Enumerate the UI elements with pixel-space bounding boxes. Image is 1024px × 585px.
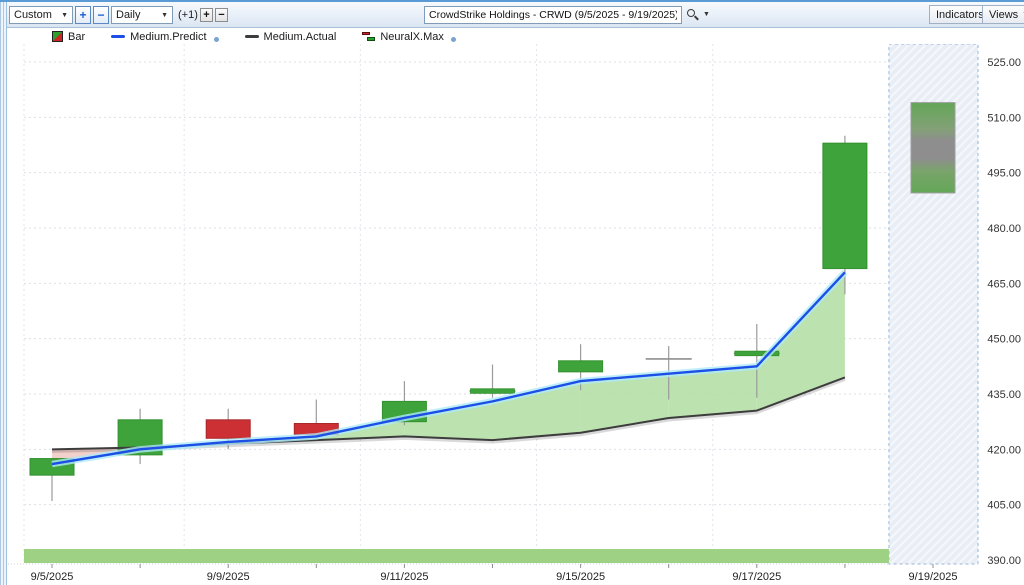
svg-text:9/17/2025: 9/17/2025 bbox=[732, 571, 781, 583]
legend-label: Medium.Predict bbox=[130, 31, 206, 43]
panel-splitter[interactable] bbox=[0, 2, 7, 585]
views-button[interactable]: Views▼ bbox=[982, 5, 1024, 24]
svg-text:480.00: 480.00 bbox=[987, 223, 1021, 235]
remove-bar-button[interactable]: − bbox=[215, 8, 228, 22]
views-button-label: Views bbox=[989, 9, 1018, 21]
range-select[interactable]: Custom ▼ bbox=[9, 6, 73, 24]
neuralx-bars-icon bbox=[362, 32, 375, 42]
chevron-down-icon: ▼ bbox=[61, 12, 68, 19]
actual-line-icon bbox=[245, 35, 259, 38]
period-select[interactable]: Daily ▼ bbox=[111, 6, 173, 24]
chevron-down-icon: ▼ bbox=[161, 12, 168, 19]
legend-label: Medium.Actual bbox=[264, 31, 337, 43]
candle bbox=[470, 364, 516, 397]
candle bbox=[30, 459, 74, 501]
legend-label: NeuralX.Max bbox=[380, 31, 444, 43]
search-icon[interactable] bbox=[687, 9, 695, 17]
candle bbox=[118, 409, 162, 464]
bar-series-icon bbox=[52, 31, 63, 42]
svg-text:450.00: 450.00 bbox=[987, 334, 1021, 346]
signal-band bbox=[24, 549, 889, 563]
range-select-value: Custom bbox=[14, 9, 57, 21]
indicators-button-label: Indicators bbox=[936, 9, 984, 21]
charting-window: Custom ▼ + − Daily ▼ (+1) + − ▼ Indicato… bbox=[0, 0, 1024, 585]
series-settings-dot-icon[interactable] bbox=[451, 37, 456, 42]
series-settings-dot-icon[interactable] bbox=[214, 37, 219, 42]
legend-label: Bar bbox=[68, 31, 85, 43]
candle bbox=[823, 136, 867, 295]
svg-text:9/5/2025: 9/5/2025 bbox=[31, 571, 74, 583]
period-select-value: Daily bbox=[116, 9, 157, 21]
predict-line-icon bbox=[111, 35, 125, 38]
legend-item-neuralx-max[interactable]: NeuralX.Max bbox=[362, 31, 456, 43]
symbol-search-input[interactable] bbox=[424, 6, 682, 24]
axes: 525.00 510.00 495.00 480.00 465.00 450.00 435.… bbox=[31, 57, 1021, 583]
zoom-out-button[interactable]: − bbox=[93, 6, 109, 24]
svg-text:435.00: 435.00 bbox=[987, 389, 1021, 401]
price-chart[interactable]: 525.00 510.00 495.00 480.00 465.00 450.00 435.… bbox=[0, 2, 1024, 585]
svg-text:465.00: 465.00 bbox=[987, 278, 1021, 290]
svg-text:9/15/2025: 9/15/2025 bbox=[556, 571, 605, 583]
bar-offset-label: (+1) bbox=[178, 9, 198, 21]
zoom-in-button[interactable]: + bbox=[75, 6, 91, 24]
svg-text:9/9/2025: 9/9/2025 bbox=[207, 571, 250, 583]
chart-legend: Bar Medium.Predict Medium.Actual NeuralX… bbox=[8, 29, 1024, 44]
chevron-down-icon[interactable]: ▼ bbox=[703, 11, 710, 18]
neuralx-forecast-bar bbox=[911, 103, 955, 193]
svg-text:9/19/2025: 9/19/2025 bbox=[909, 571, 958, 583]
svg-text:9/11/2025: 9/11/2025 bbox=[380, 571, 428, 583]
svg-text:525.00: 525.00 bbox=[987, 57, 1021, 69]
legend-item-medium-actual[interactable]: Medium.Actual bbox=[245, 31, 337, 43]
svg-text:390.00: 390.00 bbox=[987, 555, 1021, 567]
legend-item-bar[interactable]: Bar bbox=[52, 31, 85, 43]
legend-item-medium-predict[interactable]: Medium.Predict bbox=[111, 31, 218, 43]
svg-text:510.00: 510.00 bbox=[987, 112, 1021, 124]
toolbar: Custom ▼ + − Daily ▼ (+1) + − ▼ Indicato… bbox=[0, 2, 1024, 28]
svg-text:405.00: 405.00 bbox=[987, 500, 1021, 512]
add-bar-button[interactable]: + bbox=[200, 8, 213, 22]
svg-text:420.00: 420.00 bbox=[987, 444, 1021, 456]
svg-text:495.00: 495.00 bbox=[987, 168, 1021, 180]
